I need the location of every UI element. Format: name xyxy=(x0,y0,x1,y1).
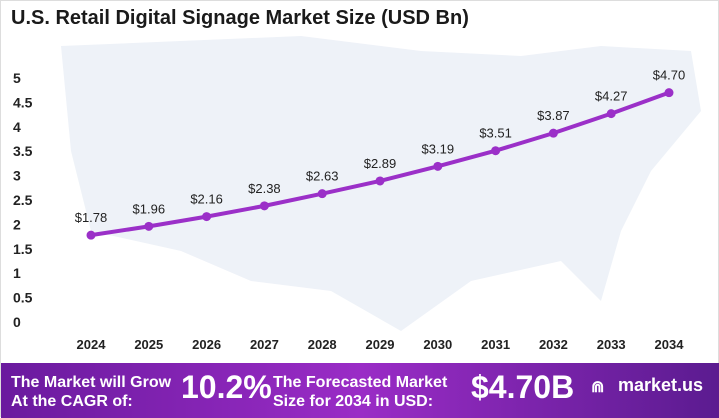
data-label: $3.19 xyxy=(422,141,455,156)
cagr-value: 10.2% xyxy=(181,369,272,405)
x-tick-label: 2028 xyxy=(308,337,337,352)
data-label: $4.70 xyxy=(653,68,686,83)
market-us-logo-icon: ⋒ xyxy=(591,379,605,396)
x-tick-label: 2031 xyxy=(481,337,510,352)
footer-banner: The Market will Grow At the CAGR of: 10.… xyxy=(1,363,719,418)
data-point xyxy=(664,88,674,98)
data-label: $2.89 xyxy=(364,156,397,171)
y-tick-label: 4.5 xyxy=(13,94,33,110)
data-point xyxy=(433,161,443,171)
y-tick-label: 0 xyxy=(13,314,21,330)
data-point xyxy=(317,189,327,199)
x-tick-label: 2032 xyxy=(539,337,568,352)
data-point xyxy=(259,201,269,211)
chart-title: U.S. Retail Digital Signage Market Size … xyxy=(11,7,469,29)
y-tick-label: 2 xyxy=(13,216,21,232)
data-label: $3.51 xyxy=(479,126,512,141)
data-label: $3.87 xyxy=(537,108,570,123)
data-point xyxy=(86,230,96,240)
data-label: $2.63 xyxy=(306,169,339,184)
forecast-label: The Forecasted Market Size for 2034 in U… xyxy=(273,374,448,410)
data-point xyxy=(144,221,154,231)
y-tick-label: 1.5 xyxy=(13,241,33,257)
brand-name: market.us xyxy=(618,375,704,395)
y-tick-label: 0.5 xyxy=(13,290,33,306)
data-label: $2.16 xyxy=(190,192,223,207)
forecast-value: $4.70B xyxy=(471,369,575,405)
data-label: $1.78 xyxy=(75,210,108,225)
data-point xyxy=(548,128,558,138)
x-tick-label: 2033 xyxy=(597,337,626,352)
data-label: $2.38 xyxy=(248,181,281,196)
x-tick-label: 2026 xyxy=(192,337,221,352)
data-label: $1.96 xyxy=(133,201,166,216)
y-tick-label: 3 xyxy=(13,168,21,184)
x-tick-label: 2030 xyxy=(423,337,452,352)
x-tick-label: 2027 xyxy=(250,337,279,352)
x-tick-label: 2024 xyxy=(77,337,107,352)
data-point xyxy=(606,109,616,119)
y-tick-label: 1 xyxy=(13,265,21,281)
x-tick-label: 2025 xyxy=(134,337,163,352)
cagr-label: The Market will Grow At the CAGR of: xyxy=(11,374,172,410)
y-tick-label: 4 xyxy=(13,119,21,135)
y-tick-label: 5 xyxy=(13,70,21,86)
data-point xyxy=(491,146,501,156)
data-point xyxy=(202,212,212,222)
x-tick-label: 2029 xyxy=(366,337,395,352)
y-tick-label: 2.5 xyxy=(13,192,33,208)
x-tick-label: 2034 xyxy=(655,337,685,352)
data-label: $4.27 xyxy=(595,89,628,104)
line-chart: 0 0.5 1 1.5 2 2.5 3 3.5 4 4.5 5 2024 2025 2026 2027 202… xyxy=(13,36,701,352)
y-tick-label: 3.5 xyxy=(13,143,33,159)
data-point xyxy=(375,176,385,186)
